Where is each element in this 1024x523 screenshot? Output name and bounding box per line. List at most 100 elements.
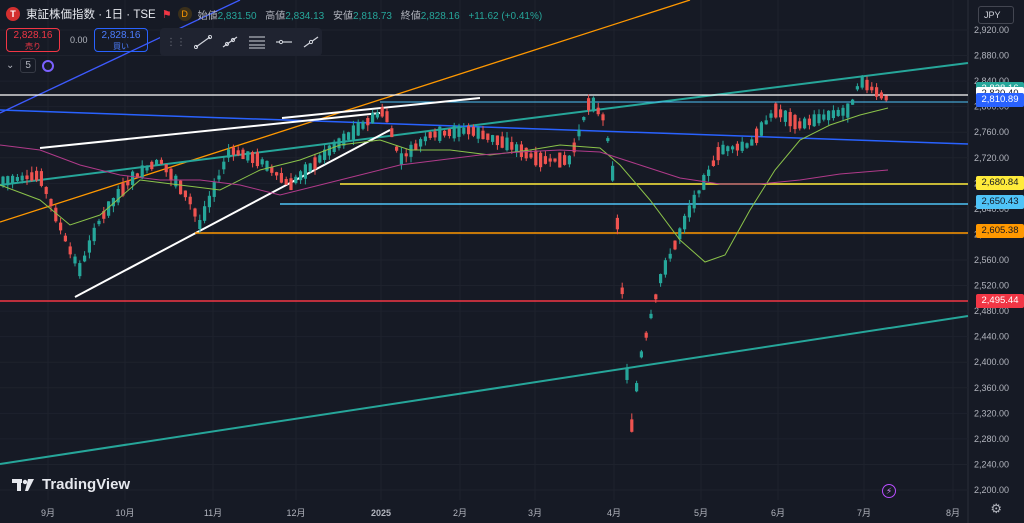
candle-body [855, 86, 859, 90]
candle-body [879, 92, 883, 99]
candle-body [884, 95, 888, 101]
candle-body [395, 146, 399, 151]
candle-body [385, 111, 389, 123]
candle-body [54, 207, 58, 222]
candle-body [572, 142, 576, 153]
spread-value: 0.00 [70, 35, 88, 45]
candle-body [318, 155, 322, 163]
candle-body [375, 112, 379, 118]
candle-body [111, 197, 115, 207]
currency-select[interactable]: JPY [978, 6, 1014, 24]
white-trend-line-lower [74, 129, 391, 298]
price-label: 2,810.89 [976, 92, 1024, 107]
candle-body [179, 180, 183, 195]
candle-body [711, 160, 715, 166]
candle-body [251, 152, 255, 163]
collapse-icon[interactable]: ⌄ [6, 60, 15, 71]
candle-body [529, 153, 533, 158]
symbol-title[interactable]: 東証株価指数 · 1日 · TSE [26, 9, 156, 21]
candle-body [716, 147, 720, 161]
candle-body [452, 125, 456, 139]
tradingview-logo[interactable]: TradingView [12, 476, 130, 493]
candle-body [35, 170, 39, 181]
candle-body [783, 110, 787, 122]
d-badge[interactable]: D [177, 7, 192, 21]
indicator-count[interactable]: 5 [20, 58, 36, 73]
ohlc-values: 始値2,831.50 高値2,834.13 安値2,818.73 終値2,828… [198, 7, 543, 22]
green-upper-channel-line [0, 62, 969, 186]
y-tick-label: 2,280.00 [974, 434, 1009, 444]
extended-line-icon[interactable] [301, 32, 322, 52]
settings-gear-icon[interactable]: ⚙ [990, 501, 1002, 516]
trend-line-icon[interactable] [192, 32, 213, 52]
candle-body [476, 127, 480, 139]
candle-body [563, 155, 567, 165]
candle-body [543, 156, 547, 164]
candle-body [764, 120, 768, 125]
high-label: 高値 [265, 10, 286, 22]
y-tick-label: 2,840.00 [974, 76, 1009, 86]
candle-body [793, 114, 797, 130]
candle-body [366, 118, 370, 126]
candle-body [443, 130, 447, 136]
candle-body [337, 138, 341, 149]
lightning-icon[interactable]: ⚡ [882, 484, 896, 498]
candle-body [356, 122, 360, 136]
candle-body [414, 143, 418, 151]
candle-body [582, 117, 586, 121]
candle-body [745, 143, 749, 148]
candle-body [126, 180, 130, 186]
ma-long-line [0, 144, 889, 196]
candle-body [721, 144, 725, 155]
candle-body [222, 161, 226, 170]
candle-body [428, 132, 432, 138]
price-label: 2,495.44 [976, 294, 1024, 309]
drag-handle-icon[interactable]: ⋮⋮ [166, 36, 186, 48]
candle-body [294, 176, 298, 184]
blue-resistance-line [0, 109, 969, 145]
candle-body [275, 172, 279, 176]
x-tick-label: 5月 [694, 508, 708, 518]
horizontal-line-icon[interactable] [274, 32, 295, 52]
candle-body [639, 351, 643, 358]
candle-body [207, 195, 211, 208]
candle-body [423, 136, 427, 142]
candle-body [875, 87, 879, 97]
ray-icon[interactable] [219, 32, 240, 52]
time-axis[interactable]: 9月 10月 11月 12月 2025 2月 3月 4月 5月 6月 7月 8月 [41, 508, 960, 518]
candle-body [567, 155, 571, 165]
candle-body [140, 165, 144, 179]
low-label: 安値 [333, 10, 354, 22]
x-tick-label: 12月 [286, 508, 305, 518]
candle-body [78, 263, 82, 277]
flag-icon[interactable]: ⚑ [161, 8, 172, 21]
candle-body [534, 150, 538, 166]
fib-retracement-icon[interactable] [246, 32, 267, 52]
candle-body [807, 118, 811, 126]
candle-body [241, 149, 245, 159]
candle-body [131, 171, 135, 185]
x-tick-label: 10月 [115, 508, 134, 518]
sync-icon[interactable] [41, 59, 54, 72]
candle-body [486, 133, 490, 140]
candle-body [548, 158, 552, 162]
candle-body [97, 220, 101, 225]
candle-body [673, 240, 677, 250]
candle-body [755, 128, 759, 143]
blue-trend-line [0, 0, 241, 114]
white-trend-line-upper [39, 112, 381, 149]
candle-body [308, 163, 312, 172]
candle-body [663, 260, 667, 275]
candle-body [270, 166, 274, 173]
candle-body [788, 112, 792, 127]
candle-body [831, 110, 835, 119]
y-tick-label: 2,480.00 [974, 306, 1009, 316]
sell-button[interactable]: 2,828.16 売り [6, 28, 60, 52]
candle-body [6, 176, 10, 186]
candle-body [121, 183, 125, 196]
candle-body [203, 206, 207, 221]
candle-body [500, 136, 504, 148]
candle-body [683, 215, 687, 230]
buy-button[interactable]: 2,828.16 買い [94, 28, 148, 52]
